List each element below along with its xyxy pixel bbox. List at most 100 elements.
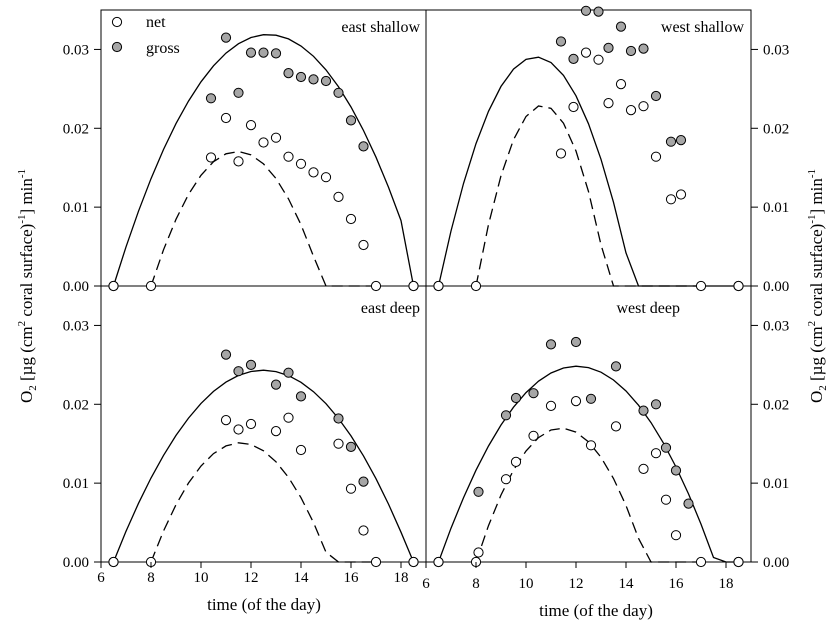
x-tick-label-east-deep: 14 bbox=[294, 570, 310, 586]
y-axis-title-left: O2 [µg (cm2 coral surface)-1] min-1 bbox=[16, 169, 39, 403]
point-gross-east-shallow-8 bbox=[295, 71, 307, 83]
y-tick-label-east-deep: 0.02 bbox=[63, 397, 89, 413]
point-gross-west-deep-10 bbox=[650, 399, 662, 410]
point-net-east-shallow-6 bbox=[258, 137, 269, 148]
point-net-west-deep-11 bbox=[650, 448, 662, 459]
point-net-east-deep-5 bbox=[270, 426, 282, 437]
panel-east-deep-frame bbox=[100, 285, 427, 563]
point-net-west-shallow-5 bbox=[593, 54, 604, 65]
point-gross-west-deep-11 bbox=[660, 442, 672, 453]
point-net-east-shallow-15 bbox=[370, 280, 382, 292]
point-gross-east-deep-9 bbox=[358, 476, 369, 487]
y-tick-label-west-deep: 0.02 bbox=[763, 397, 789, 413]
y-tick-label-east-shallow: 0.01 bbox=[63, 200, 89, 216]
x-tick-label-west-deep: 8 bbox=[472, 576, 480, 592]
point-gross-west-shallow-10 bbox=[665, 136, 677, 147]
point-net-west-shallow-2 bbox=[555, 148, 567, 159]
point-net-east-shallow-11 bbox=[320, 172, 332, 183]
x-axis-title-right: time (of the day) bbox=[539, 601, 653, 620]
y-tick-label-west-shallow: 0.02 bbox=[763, 121, 789, 137]
y-tick-label-east-deep: 0.00 bbox=[63, 555, 89, 571]
fit-line-net-east-shallow bbox=[150, 150, 376, 287]
x-tick-label-west-deep: 12 bbox=[569, 576, 584, 592]
point-net-east-deep-0 bbox=[108, 556, 119, 568]
point-gross-west-deep-6 bbox=[570, 336, 582, 348]
point-gross-east-shallow-12 bbox=[345, 115, 357, 126]
point-net-west-shallow-13 bbox=[695, 280, 707, 292]
point-gross-west-shallow-6 bbox=[615, 21, 627, 32]
legend: net gross bbox=[111, 14, 180, 57]
plot-layer bbox=[108, 5, 744, 568]
legend-marker-gross bbox=[111, 41, 123, 53]
point-net-west-shallow-11 bbox=[665, 194, 677, 205]
panel-title-west-deep: west deep bbox=[616, 300, 680, 317]
y-tick-label-west-shallow: 0.03 bbox=[763, 42, 789, 58]
point-gross-west-shallow-11 bbox=[675, 135, 687, 146]
point-net-west-deep-10 bbox=[638, 463, 649, 474]
x-tick-label-east-deep: 6 bbox=[97, 570, 105, 586]
x-tick-label-east-deep: 10 bbox=[194, 570, 209, 586]
legend-label-gross: gross bbox=[146, 40, 180, 57]
x-axis-title-left: time (of the day) bbox=[207, 595, 321, 614]
point-net-west-deep-9 bbox=[610, 421, 622, 432]
x-tick-label-west-deep: 14 bbox=[619, 576, 635, 592]
y-axis-title-right: O2 [µg (cm2 coral surface)-1] min-1 bbox=[806, 169, 829, 403]
point-net-east-deep-2 bbox=[220, 415, 232, 426]
point-gross-west-deep-7 bbox=[585, 393, 597, 404]
point-gross-west-deep-5 bbox=[545, 339, 557, 350]
point-net-west-deep-8 bbox=[585, 440, 597, 451]
point-net-west-deep-13 bbox=[670, 530, 682, 541]
panel-title-east-shallow: east shallow bbox=[341, 19, 420, 36]
point-gross-west-shallow-2 bbox=[568, 53, 579, 65]
point-net-west-deep-15 bbox=[733, 556, 744, 568]
point-net-west-shallow-3 bbox=[568, 101, 579, 113]
point-net-west-shallow-1 bbox=[470, 280, 482, 292]
point-gross-east-shallow-3 bbox=[233, 87, 244, 98]
x-tick-label-west-deep: 6 bbox=[422, 576, 430, 592]
fit-line-gross-east-deep bbox=[112, 369, 415, 563]
point-net-west-deep-2 bbox=[473, 547, 484, 558]
point-gross-east-shallow-6 bbox=[270, 48, 282, 59]
x-tick-label-east-deep: 8 bbox=[147, 570, 155, 586]
fit-line-gross-west-deep bbox=[437, 365, 739, 563]
point-net-west-shallow-8 bbox=[625, 105, 637, 116]
point-net-west-deep-7 bbox=[570, 396, 582, 407]
point-net-west-shallow-10 bbox=[650, 151, 662, 162]
point-net-east-shallow-12 bbox=[333, 191, 344, 202]
x-tick-label-west-deep: 16 bbox=[669, 576, 685, 592]
point-net-east-shallow-14 bbox=[358, 239, 369, 251]
point-net-east-shallow-1 bbox=[145, 280, 157, 292]
point-net-east-deep-7 bbox=[295, 444, 307, 456]
point-gross-west-deep-9 bbox=[638, 405, 649, 416]
point-net-west-deep-6 bbox=[545, 400, 557, 411]
point-gross-west-shallow-8 bbox=[638, 43, 649, 54]
x-tick-label-west-deep: 10 bbox=[519, 576, 534, 592]
x-tick-label-east-deep: 12 bbox=[244, 570, 259, 586]
fit-line-net-west-shallow bbox=[475, 105, 701, 287]
y-tick-label-west-deep: 0.01 bbox=[763, 476, 789, 492]
point-net-east-shallow-7 bbox=[270, 132, 282, 143]
point-gross-west-shallow-5 bbox=[603, 42, 614, 54]
fit-line-net-east-deep bbox=[150, 442, 376, 563]
panel-title-east-deep: east deep bbox=[361, 300, 420, 317]
point-net-east-shallow-5 bbox=[245, 120, 257, 131]
point-gross-east-shallow-7 bbox=[283, 68, 294, 79]
point-net-west-shallow-12 bbox=[675, 189, 687, 200]
y-tick-label-east-shallow: 0.02 bbox=[63, 121, 89, 137]
legend-marker-net bbox=[111, 16, 123, 28]
point-gross-west-deep-8 bbox=[610, 361, 622, 372]
point-net-east-shallow-4 bbox=[233, 156, 244, 167]
point-gross-west-deep-3 bbox=[510, 392, 522, 404]
point-gross-east-deep-8 bbox=[345, 441, 357, 452]
point-gross-east-shallow-9 bbox=[308, 74, 319, 85]
point-net-east-deep-8 bbox=[333, 438, 344, 449]
point-gross-east-shallow-11 bbox=[333, 87, 344, 98]
point-gross-west-deep-13 bbox=[683, 498, 694, 509]
y-tick-label-east-deep: 0.01 bbox=[63, 476, 89, 492]
point-net-east-deep-4 bbox=[245, 418, 257, 430]
point-net-west-shallow-9 bbox=[638, 101, 649, 112]
point-net-east-deep-11 bbox=[370, 556, 382, 568]
point-gross-east-shallow-10 bbox=[320, 75, 332, 87]
point-gross-east-deep-5 bbox=[283, 367, 294, 378]
point-net-east-deep-10 bbox=[358, 525, 369, 536]
